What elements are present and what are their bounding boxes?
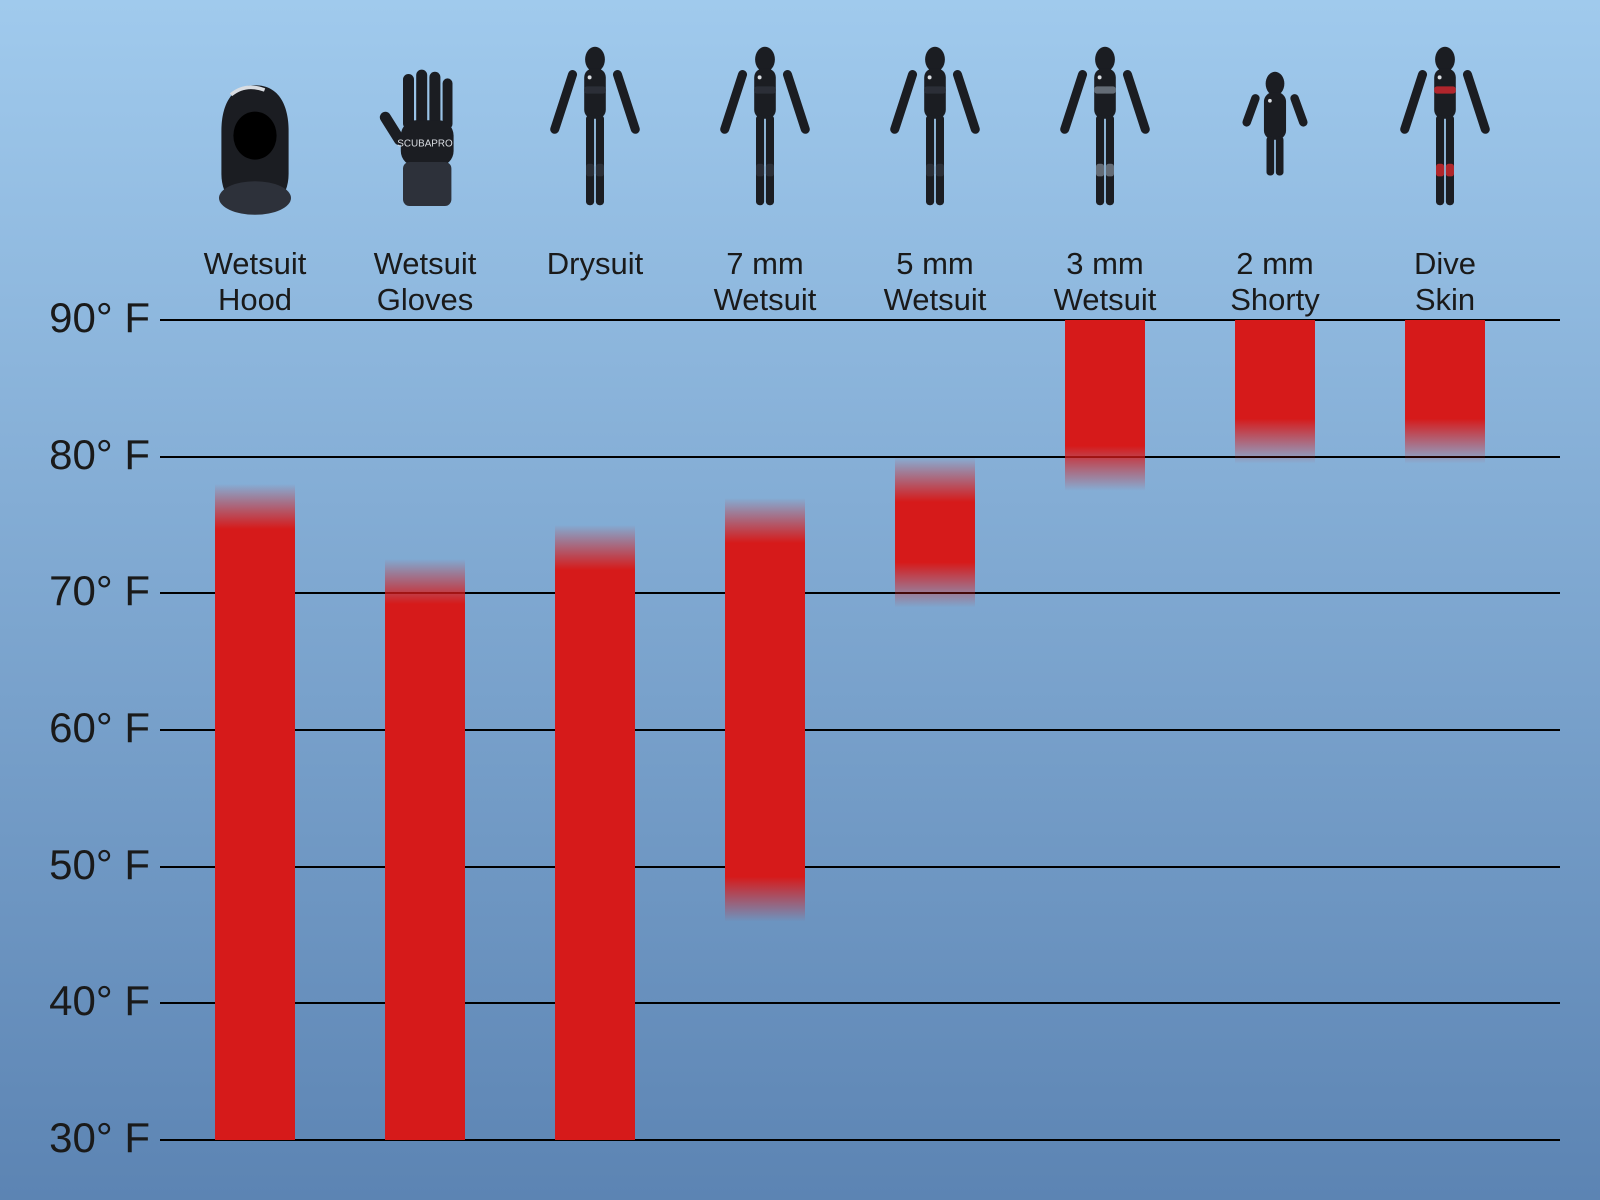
wetsuit-temperature-chart: 90° F 80° F 70° F 60° F 50° F 40° F 30° F Wets… (0, 0, 1600, 1200)
temp-range-bar-drysuit (555, 525, 635, 1140)
product-image-3mm (1020, 20, 1190, 235)
temp-range-bar-7mm (725, 498, 805, 922)
product-image-2mm (1190, 20, 1360, 235)
y-axis-tick-label: 30° F (0, 1114, 150, 1162)
category-label-3mm: 3 mm Wetsuit (1020, 246, 1190, 317)
product-image-hood (170, 20, 340, 235)
product-image-5mm (850, 20, 1020, 235)
product-image-gloves: SCUBAPRO (340, 20, 510, 235)
y-axis-tick-label: 70° F (0, 567, 150, 615)
y-axis-tick-label: 90° F (0, 294, 150, 342)
y-axis-tick-label: 80° F (0, 431, 150, 479)
category-label-gloves: Wetsuit Gloves (340, 246, 510, 317)
temp-range-bar-5mm (895, 457, 975, 607)
temp-range-bar-gloves (385, 559, 465, 1140)
category-label-drysuit: Drysuit (510, 246, 680, 282)
product-image-skin (1360, 20, 1530, 235)
y-axis-tick-label: 60° F (0, 704, 150, 752)
temp-range-bar-3mm (1065, 320, 1145, 491)
temp-range-bar-hood (215, 484, 295, 1140)
gridline (160, 729, 1560, 731)
temp-range-bar-2mm (1235, 320, 1315, 464)
gridline (160, 1002, 1560, 1004)
y-axis-tick-label: 40° F (0, 977, 150, 1025)
y-axis-tick-label: 50° F (0, 841, 150, 889)
category-label-7mm: 7 mm Wetsuit (680, 246, 850, 317)
category-label-5mm: 5 mm Wetsuit (850, 246, 1020, 317)
category-label-hood: Wetsuit Hood (170, 246, 340, 317)
product-image-7mm (680, 20, 850, 235)
gridline (160, 319, 1560, 321)
category-label-skin: Dive Skin (1360, 246, 1530, 317)
product-image-drysuit (510, 20, 680, 235)
svg-text:SCUBAPRO: SCUBAPRO (397, 139, 453, 150)
gridline (160, 866, 1560, 868)
gridline (160, 456, 1560, 458)
category-label-2mm: 2 mm Shorty (1190, 246, 1360, 317)
gridline (160, 592, 1560, 594)
temp-range-bar-skin (1405, 320, 1485, 464)
gridline (160, 1139, 1560, 1141)
